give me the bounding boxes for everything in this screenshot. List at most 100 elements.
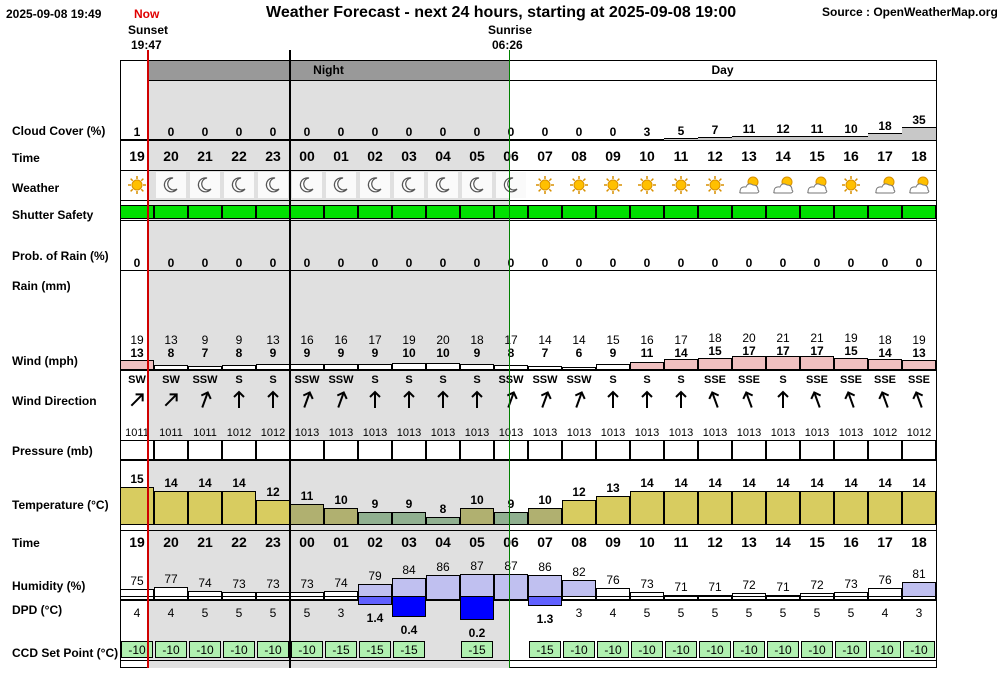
wind-dir-text: SSW — [294, 374, 320, 386]
pressure-cell — [188, 440, 222, 460]
cloud-value: 11 — [810, 122, 824, 136]
wind-dir-text: SSW — [532, 374, 558, 386]
ccd-cell: -10 — [767, 641, 799, 658]
wind-dir-text: S — [371, 374, 379, 386]
temperature-bar — [630, 491, 664, 525]
time-cell-2: 23 — [265, 534, 281, 550]
time-cell-2: 01 — [333, 534, 349, 550]
wind-bar — [596, 364, 630, 370]
wind-speed: 17 — [810, 344, 824, 358]
temperature-bar — [664, 491, 698, 525]
temperature-value: 14 — [674, 476, 688, 490]
shutter-cell — [664, 205, 698, 219]
time-cell-2: 03 — [401, 534, 417, 550]
wind-gust: 18 — [878, 333, 892, 347]
pressure-cell — [630, 440, 664, 460]
wind-dir-text: SW — [162, 374, 180, 386]
humidity-value: 73 — [844, 577, 858, 591]
row-label-rain: Rain (mm) — [12, 279, 71, 293]
cloud-bar — [256, 139, 290, 140]
wind-bar — [290, 364, 324, 370]
dpd-value: 3 — [915, 606, 923, 620]
wind-bar — [800, 356, 834, 370]
wind-bar — [698, 358, 732, 370]
wind-speed: 14 — [674, 346, 688, 360]
pressure-value: 1013 — [498, 427, 524, 439]
wind-gust: 19 — [402, 333, 416, 347]
dpd-bar — [528, 596, 562, 606]
wind-gust: 16 — [640, 333, 654, 347]
time-cell-2: 21 — [197, 534, 213, 550]
wind-arrow-icon — [841, 389, 861, 411]
row-label-weather: Weather — [12, 181, 60, 195]
dpd-value: 5 — [303, 606, 311, 620]
wind-speed: 15 — [708, 344, 722, 358]
temperature-bar — [426, 517, 460, 525]
temperature-value: 15 — [130, 472, 144, 486]
cloud-value: 12 — [776, 122, 790, 136]
wind-bar — [528, 366, 562, 370]
prob-rain-value: 0 — [609, 256, 617, 270]
dpd-value: 1.3 — [536, 612, 554, 626]
wind-gust: 18 — [708, 331, 722, 345]
humidity-value: 73 — [640, 577, 654, 591]
wind-arrow-icon — [263, 389, 283, 411]
prob-rain-value: 0 — [269, 256, 277, 270]
time-cell: 16 — [843, 148, 859, 164]
dpd-bar — [596, 596, 630, 600]
row-label-wind: Wind (mph) — [12, 354, 78, 368]
wind-arrow-icon — [603, 389, 623, 411]
time-cell-2: 15 — [809, 534, 825, 550]
humidity-value: 73 — [266, 577, 280, 591]
time-cell: 15 — [809, 148, 825, 164]
wind-dir-text: S — [439, 374, 447, 386]
row-label-ccd: CCD Set Point (°C) — [12, 646, 119, 660]
wind-speed: 9 — [269, 346, 277, 360]
wind-speed: 13 — [130, 346, 144, 360]
temperature-bar — [290, 504, 324, 525]
row-label-shutter: Shutter Safety — [12, 208, 94, 222]
time-cell: 10 — [639, 148, 655, 164]
time-cell: 06 — [503, 148, 519, 164]
temperature-value: 14 — [708, 476, 722, 490]
moon-icon — [292, 172, 322, 198]
cloud-bar — [528, 139, 562, 140]
shutter-cell — [188, 205, 222, 219]
pressure-cell — [494, 440, 528, 460]
pressure-value: 1013 — [566, 427, 592, 439]
wind-gust: 21 — [810, 331, 824, 345]
time-cell-2: 11 — [673, 534, 689, 550]
moon-icon — [360, 172, 390, 198]
temperature-value: 14 — [164, 476, 178, 490]
cloud-value: 0 — [473, 125, 481, 139]
pressure-value: 1013 — [600, 427, 626, 439]
humidity-bar — [494, 574, 528, 600]
cloud-value: 0 — [439, 125, 447, 139]
wind-bar — [732, 356, 766, 370]
prob-rain-value: 0 — [745, 256, 753, 270]
wind-dir-text: SSE — [873, 374, 896, 386]
dpd-bar — [222, 596, 256, 600]
shutter-cell — [698, 205, 732, 219]
pressure-value: 1013 — [804, 427, 830, 439]
sun-icon — [836, 172, 866, 198]
row-label-prob-rain: Prob. of Rain (%) — [12, 249, 109, 263]
wind-speed: 8 — [167, 346, 175, 360]
humidity-value: 73 — [300, 577, 314, 591]
wind-bar — [562, 367, 596, 370]
wind-arrow-icon — [161, 389, 181, 411]
wind-speed: 10 — [436, 346, 450, 360]
ccd-cell: -10 — [801, 641, 833, 658]
sun-icon — [122, 172, 152, 198]
time-cell: 00 — [299, 148, 315, 164]
sunset-time: 19:47 — [131, 38, 162, 52]
prob-rain-value: 0 — [575, 256, 583, 270]
prob-rain-value: 0 — [677, 256, 685, 270]
wind-arrow-icon — [399, 389, 419, 411]
pressure-cell — [800, 440, 834, 460]
wind-speed: 9 — [473, 346, 481, 360]
time-cell-2: 08 — [571, 534, 587, 550]
humidity-value: 84 — [402, 563, 416, 577]
time-cell-2: 20 — [163, 534, 179, 550]
sunset-label: Sunset — [128, 23, 169, 37]
